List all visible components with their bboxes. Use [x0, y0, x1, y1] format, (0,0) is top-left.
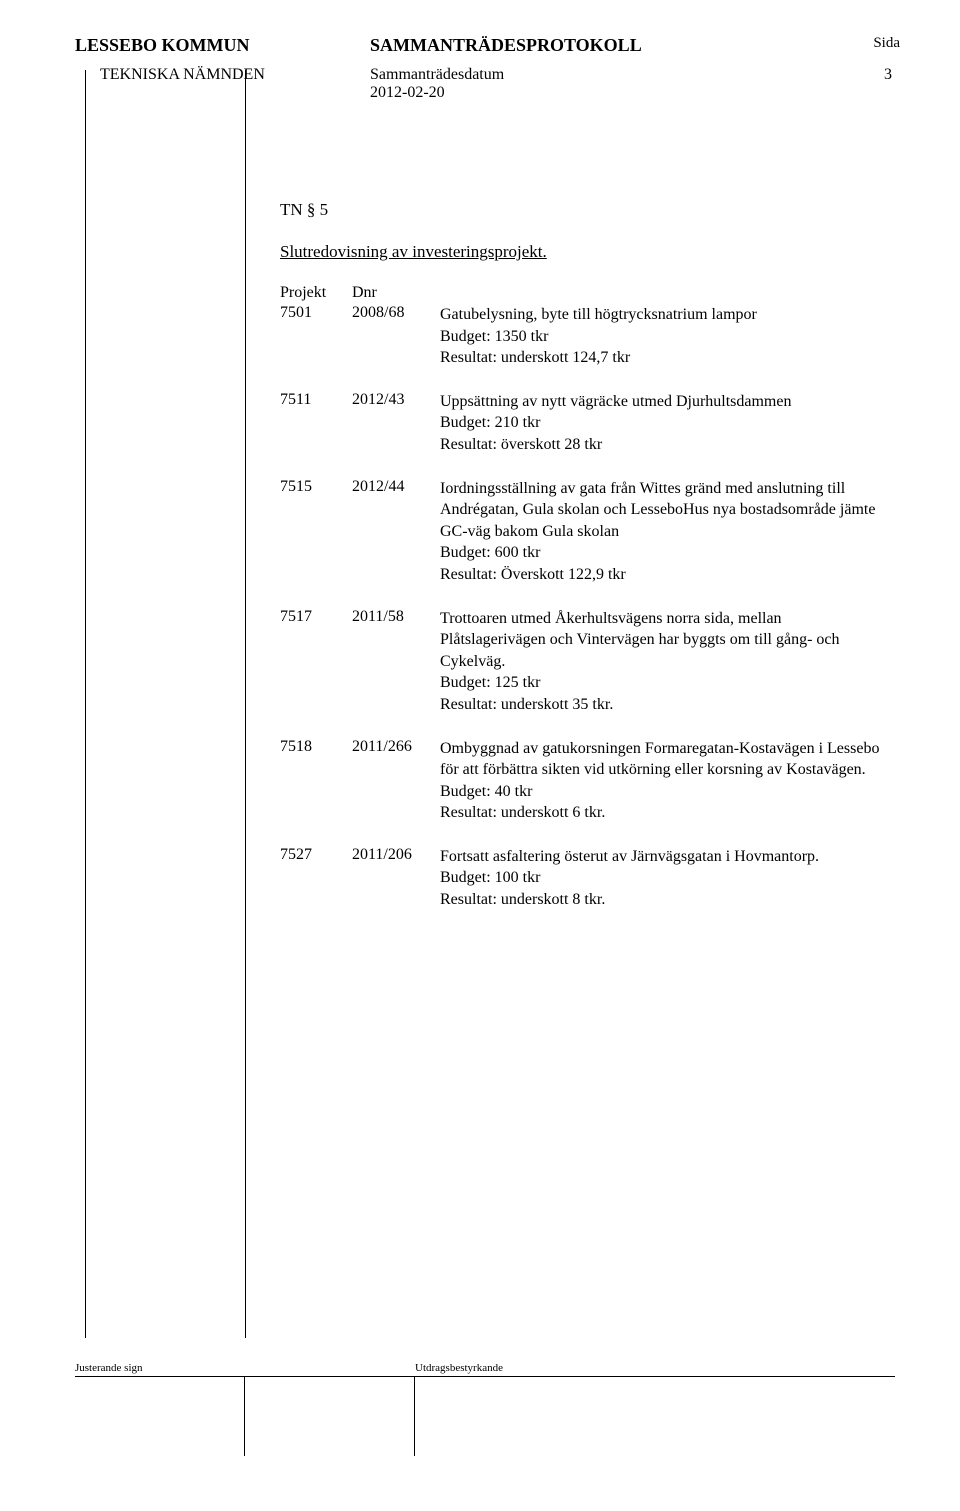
- dnr-number: 2012/43: [352, 391, 440, 456]
- table-row: 7517 2011/58 Trottoaren utmed Åkerhultsv…: [280, 608, 890, 716]
- footer-sign-box-2: [245, 1377, 415, 1456]
- dnr-number: 2008/68: [352, 304, 440, 369]
- project-desc: Trottoaren utmed Åkerhultsvägens norra s…: [440, 608, 890, 673]
- project-number: 7515: [280, 478, 352, 586]
- project-budget: Budget: 210 tkr: [440, 412, 890, 434]
- meeting-date: 2012-02-20: [370, 84, 504, 102]
- project-result: Resultat: underskott 124,7 tkr: [440, 347, 890, 369]
- section-title: Slutredovisning av investeringsprojekt.: [280, 242, 547, 262]
- project-budget: Budget: 40 tkr: [440, 781, 890, 803]
- date-label: Sammanträdesdatum: [370, 66, 504, 84]
- dnr-number: 2012/44: [352, 478, 440, 586]
- project-table: Projekt Dnr 7501 2008/68 Gatubelysning, …: [280, 284, 890, 911]
- project-budget: Budget: 600 tkr: [440, 542, 890, 564]
- committee-name: TEKNISKA NÄMNDEN: [100, 66, 265, 84]
- doc-title: SAMMANTRÄDESPROTOKOLL: [370, 35, 642, 56]
- project-desc: Iordningsställning av gata från Wittes g…: [440, 478, 890, 543]
- col-header-dnr: Dnr: [352, 284, 440, 302]
- dnr-number: 2011/266: [352, 738, 440, 824]
- sida-label: Sida: [873, 35, 900, 56]
- table-row: 7515 2012/44 Iordningsställning av gata …: [280, 478, 890, 586]
- project-budget: Budget: 100 tkr: [440, 867, 890, 889]
- dnr-number: 2011/206: [352, 846, 440, 911]
- footer-cert-box: [415, 1377, 895, 1456]
- footer: Justerande sign Utdragsbestyrkande: [75, 1362, 895, 1456]
- project-result: Resultat: underskott 35 tkr.: [440, 694, 890, 716]
- dnr-number: 2011/58: [352, 608, 440, 716]
- margin-line-left: [85, 70, 86, 1338]
- project-desc: Gatubelysning, byte till högtrycksnatriu…: [440, 304, 890, 326]
- content-area: TN § 5 Slutredovisning av investeringspr…: [280, 200, 890, 933]
- footer-sign-label: Justerande sign: [75, 1362, 415, 1374]
- project-result: Resultat: överskott 28 tkr: [440, 434, 890, 456]
- project-result: Resultat: underskott 8 tkr.: [440, 889, 890, 911]
- project-number: 7501: [280, 304, 352, 369]
- section-heading: TN § 5: [280, 200, 890, 220]
- table-header-row: Projekt Dnr: [280, 284, 890, 302]
- project-desc: Uppsättning av nytt vägräcke utmed Djurh…: [440, 391, 890, 413]
- project-result: Resultat: underskott 6 tkr.: [440, 802, 890, 824]
- footer-sign-box-1: [75, 1377, 245, 1456]
- table-row: 7511 2012/43 Uppsättning av nytt vägräck…: [280, 391, 890, 456]
- footer-cert-label: Utdragsbestyrkande: [415, 1362, 503, 1374]
- project-number: 7518: [280, 738, 352, 824]
- project-result: Resultat: Överskott 122,9 tkr: [440, 564, 890, 586]
- project-number: 7517: [280, 608, 352, 716]
- page-number: 3: [884, 66, 892, 84]
- project-desc: Fortsatt asfaltering österut av Järnvägs…: [440, 846, 890, 868]
- table-row: 7527 2011/206 Fortsatt asfaltering öster…: [280, 846, 890, 911]
- table-row: 7518 2011/266 Ombyggnad av gatukorsninge…: [280, 738, 890, 824]
- project-number: 7511: [280, 391, 352, 456]
- col-header-projekt: Projekt: [280, 284, 352, 302]
- project-desc: Ombyggnad av gatukorsningen Formaregatan…: [440, 738, 890, 781]
- margin-line-right: [245, 70, 246, 1338]
- org-name: LESSEBO KOMMUN: [75, 35, 250, 56]
- project-budget: Budget: 125 tkr: [440, 672, 890, 694]
- project-budget: Budget: 1350 tkr: [440, 326, 890, 348]
- table-row: 7501 2008/68 Gatubelysning, byte till hö…: [280, 304, 890, 369]
- project-number: 7527: [280, 846, 352, 911]
